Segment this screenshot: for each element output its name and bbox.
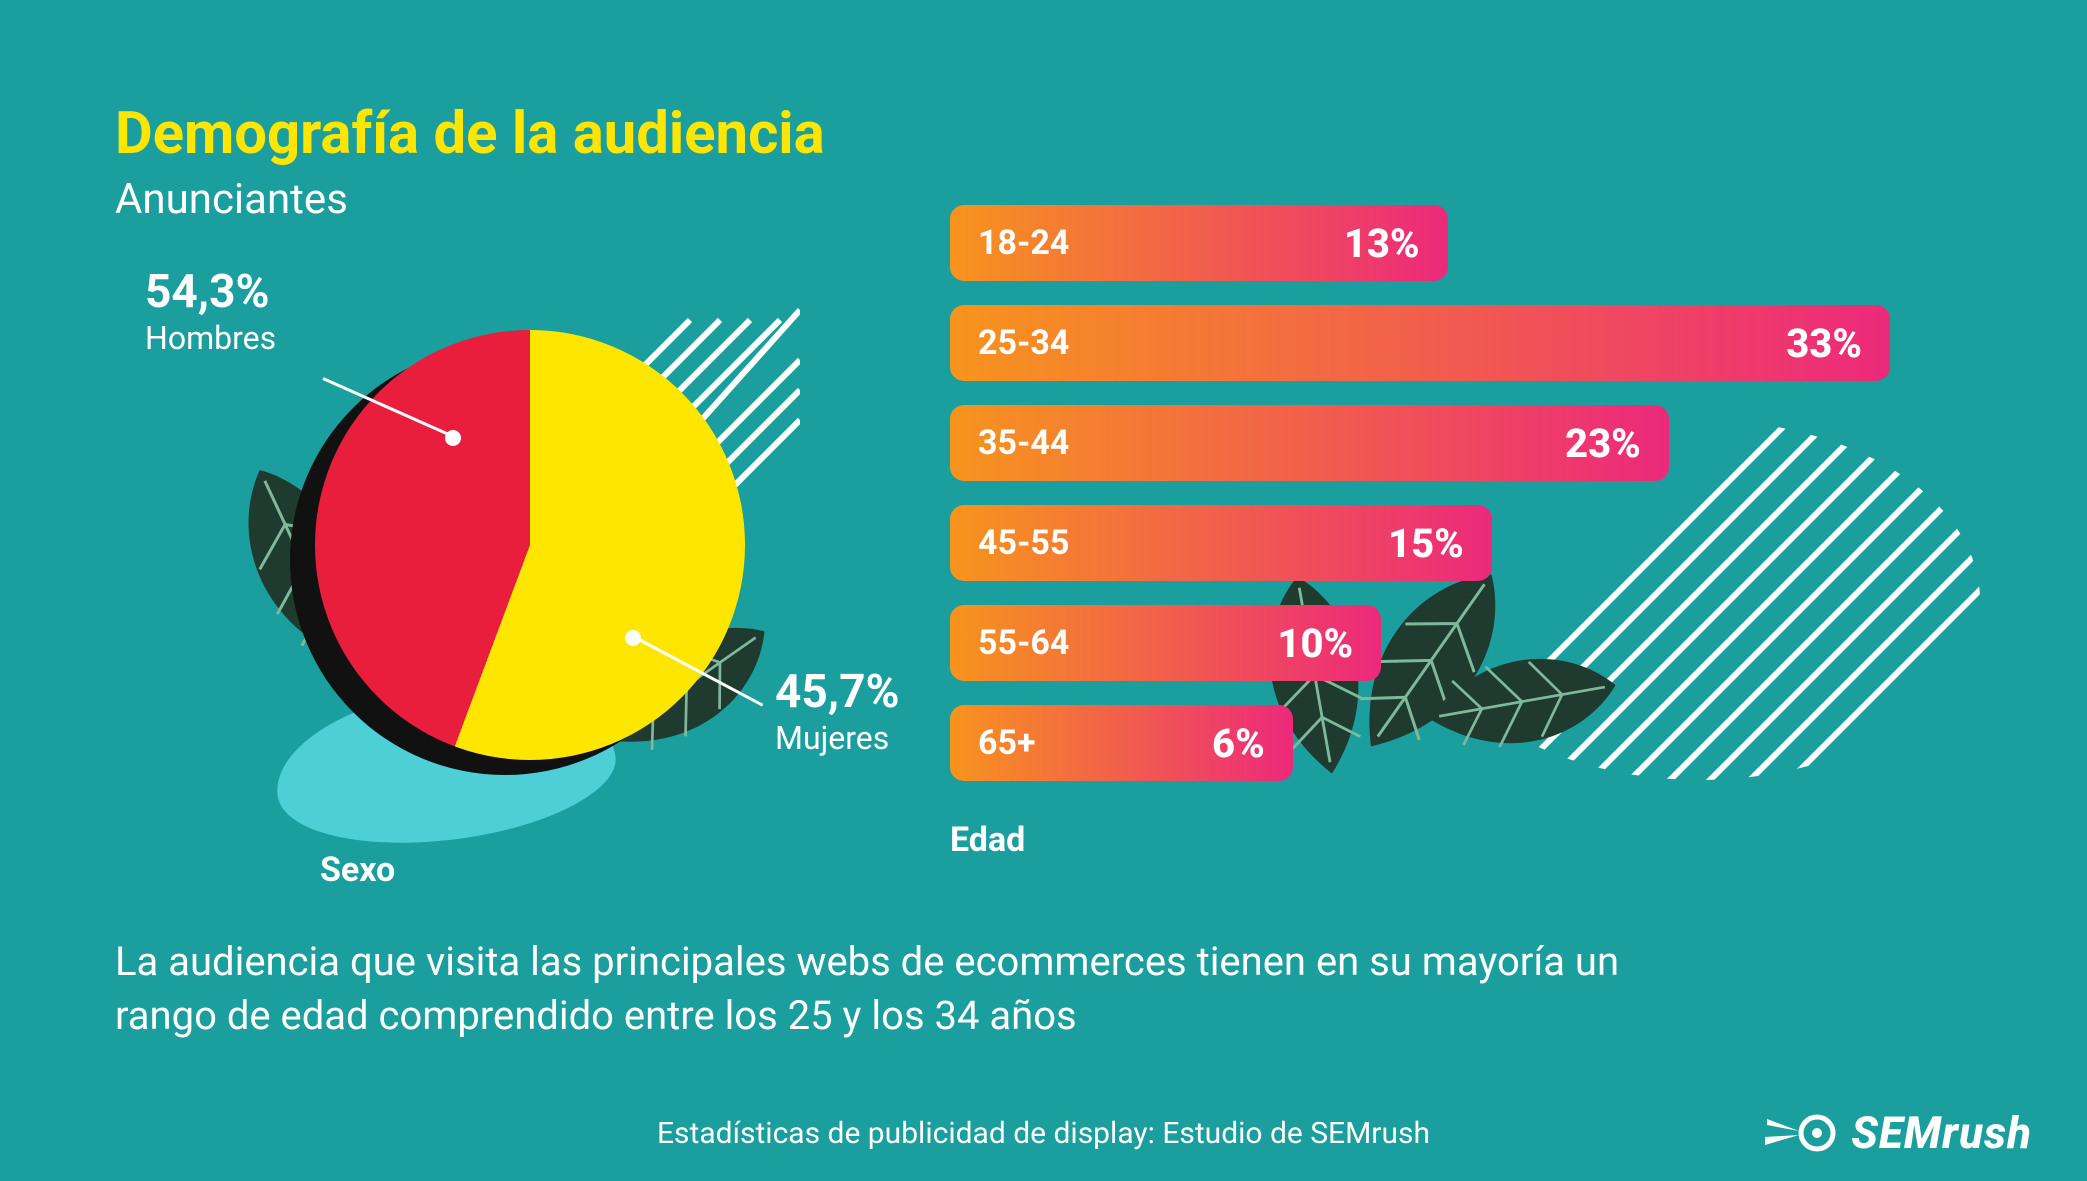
age-bar-value: 33% [1786, 320, 1862, 367]
age-bar-category: 55-64 [978, 623, 1069, 663]
bar-chart-region: 18-24 13% 25-34 33% 35-44 23% 45-55 15% 55-64 10%… [950, 205, 2000, 865]
age-bar-value: 13% [1344, 220, 1420, 267]
age-bar-value: 23% [1565, 420, 1641, 467]
age-bar-category: 35-44 [978, 423, 1069, 463]
age-bar: 45-55 15% [950, 505, 1492, 581]
age-bar-value: 6% [1212, 720, 1265, 767]
age-bar: 35-44 23% [950, 405, 1669, 481]
infographic-root: Demografía de la audiencia Anunciantes [0, 0, 2087, 1181]
brand-logo: SEMrush [1765, 1107, 2032, 1159]
brand-name: SEMrush [1851, 1107, 2032, 1159]
page-title: Demografía de la audiencia [115, 100, 825, 168]
age-bar: 55-64 10% [950, 605, 1381, 681]
pie-chart-region: 54,3% Hombres 45,7% Mujeres Sexo [115, 250, 875, 870]
pie-label-mujeres: Mujeres [775, 719, 900, 757]
age-bar: 65+ 6% [950, 705, 1293, 781]
age-bar-category: 25-34 [978, 323, 1069, 363]
page-subtitle: Anunciantes [115, 175, 348, 224]
pie-pct-mujeres: 45,7% [775, 665, 900, 719]
comet-icon [1765, 1109, 1837, 1157]
pie-label-hombres: Hombres [145, 319, 276, 357]
age-bar-value: 10% [1277, 620, 1353, 667]
bars-caption: Edad [950, 820, 1025, 860]
pie-pct-hombres: 54,3% [145, 265, 276, 319]
age-bar-category: 65+ [978, 723, 1036, 763]
age-bar: 18-24 13% [950, 205, 1448, 281]
age-bar-category: 18-24 [978, 223, 1069, 263]
age-bar-category: 45-55 [978, 523, 1069, 563]
age-bar: 25-34 33% [950, 305, 1890, 381]
pie-caption: Sexo [320, 850, 395, 890]
age-bar-value: 15% [1388, 520, 1464, 567]
body-copy: La audiencia que visita las principales … [115, 935, 1715, 1043]
pie-chart [315, 330, 745, 760]
